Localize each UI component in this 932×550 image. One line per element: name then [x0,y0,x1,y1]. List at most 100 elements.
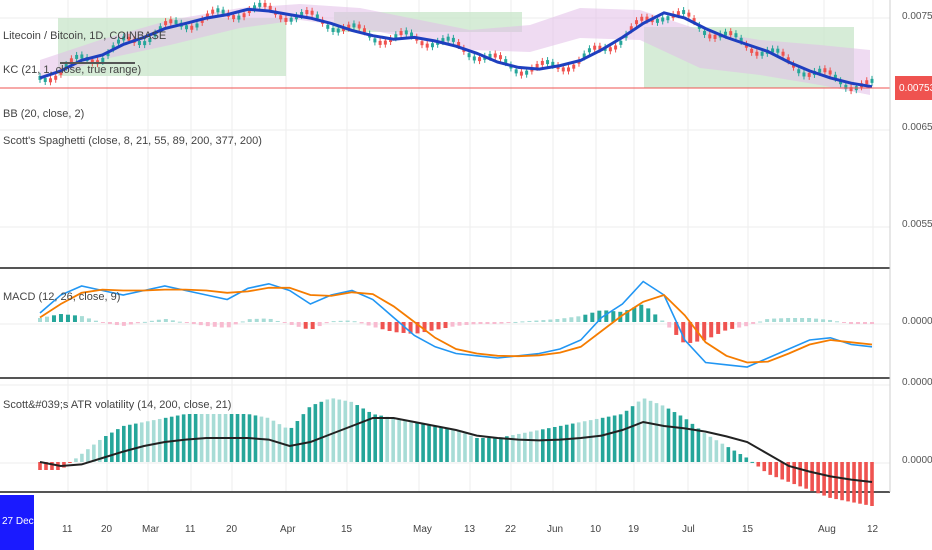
macd-bar [492,322,497,324]
candle-body [488,53,492,58]
candle-body [572,64,576,69]
atr-bar [391,417,395,462]
atr-bar [367,411,372,462]
time-axis-tick: Mar [142,524,160,535]
candle-body [242,13,246,18]
candle-body [164,21,168,26]
time-axis[interactable]: 27 Dec '18 11 20 Mar 11 20 Apr 15 May 13 22 Jun 10 1… [0,495,879,550]
candle-body [598,45,602,50]
candle-body [106,52,110,57]
candle-body [755,51,759,56]
candle-body [300,12,304,17]
atr-bar [618,414,623,462]
candle-body [587,48,591,53]
atr-axis-label: 0.0000500 [902,377,932,388]
macd-bar [723,322,728,331]
macd-bar [107,322,112,324]
atr-bar [606,416,611,462]
atr-bar [570,423,575,462]
macd-bar [534,320,539,322]
time-axis-tick: May [413,524,432,535]
macd-bar [408,322,413,334]
candle-body [143,41,147,46]
candle-body [268,5,272,10]
candle-body [352,23,356,28]
atr-bar [702,433,707,462]
macd-bar [394,322,399,333]
time-axis-tick: 20 [101,524,113,535]
price-pane[interactable]: Litecoin / Bitcoin, 1D, COINBASE KC (21,… [0,0,890,147]
candle-body [362,28,366,33]
candle-body [535,63,539,68]
candle-body [493,53,497,58]
atr-bar [469,435,473,462]
macd-bar [716,322,721,334]
macd-bar [415,322,420,334]
macd-bar [842,322,847,323]
candle-body [839,80,843,85]
macd-bar [212,322,217,327]
candle-body [467,53,471,58]
candle-body [69,58,73,63]
candle-body [870,78,874,83]
macd-bar [275,320,280,322]
macd-bar [569,317,574,322]
macd-pane[interactable]: MACD (12, 26, close, 9) [3,280,874,368]
atr-bar [660,405,665,462]
candle-body [807,72,811,77]
atr-bar [385,416,389,462]
macd-bar [121,322,126,326]
candle-body [48,78,52,83]
price-axis-label: 0.0055000 [902,219,932,230]
atr-bar [427,424,431,462]
candle-body [336,28,340,33]
atr-bar [349,401,354,462]
candle-body [687,12,691,17]
time-axis-tick: Apr [280,524,296,535]
macd-bar [828,319,833,322]
macd-bar [100,322,105,323]
atr-bar [307,407,312,462]
macd-bar [114,322,119,326]
candle-body [237,15,241,20]
atr-bar [451,429,455,462]
macd-bar [184,322,189,323]
atr-bar [624,410,629,462]
atr-bar [343,400,348,462]
time-axis-tick: 13 [464,524,476,535]
candle-body [661,17,665,22]
macd-bar [65,314,70,322]
price-axis[interactable]: 0.0075000 0.0075316 0.0065000 0.0055000 … [895,11,932,466]
last-price-badge [895,76,932,100]
atr-bar [870,462,874,506]
atr-bar [38,462,42,470]
time-axis-tick: Jun [547,524,563,535]
candle-body [593,45,597,50]
candle-body [305,10,309,15]
atr-pane[interactable]: Scott&#039;s ATR volatility (14, 200, cl… [3,398,874,506]
candle-body [478,57,482,62]
atr-bar [780,462,785,480]
atr-bar [157,418,162,462]
atr-bar [744,457,749,462]
atr-bar [127,424,132,462]
candle-body [420,41,424,46]
macd-bar [240,321,245,323]
atr-bar [612,415,617,462]
atr-line [39,417,873,483]
atr-bar [421,423,425,462]
atr-bar [74,458,78,462]
macd-bar [338,320,343,322]
time-axis-tick: 15 [341,524,353,535]
macd-bar [247,319,252,322]
candle-body [551,61,555,66]
candle-body [357,24,361,29]
candle-body [750,48,754,53]
atr-bar [415,422,419,462]
atr-bar [295,421,300,462]
kc-legend: KC (21, 1, close, true range) [3,64,141,76]
macd-bar [821,319,826,322]
candle-body [865,80,869,85]
moving-average-line [39,7,873,89]
